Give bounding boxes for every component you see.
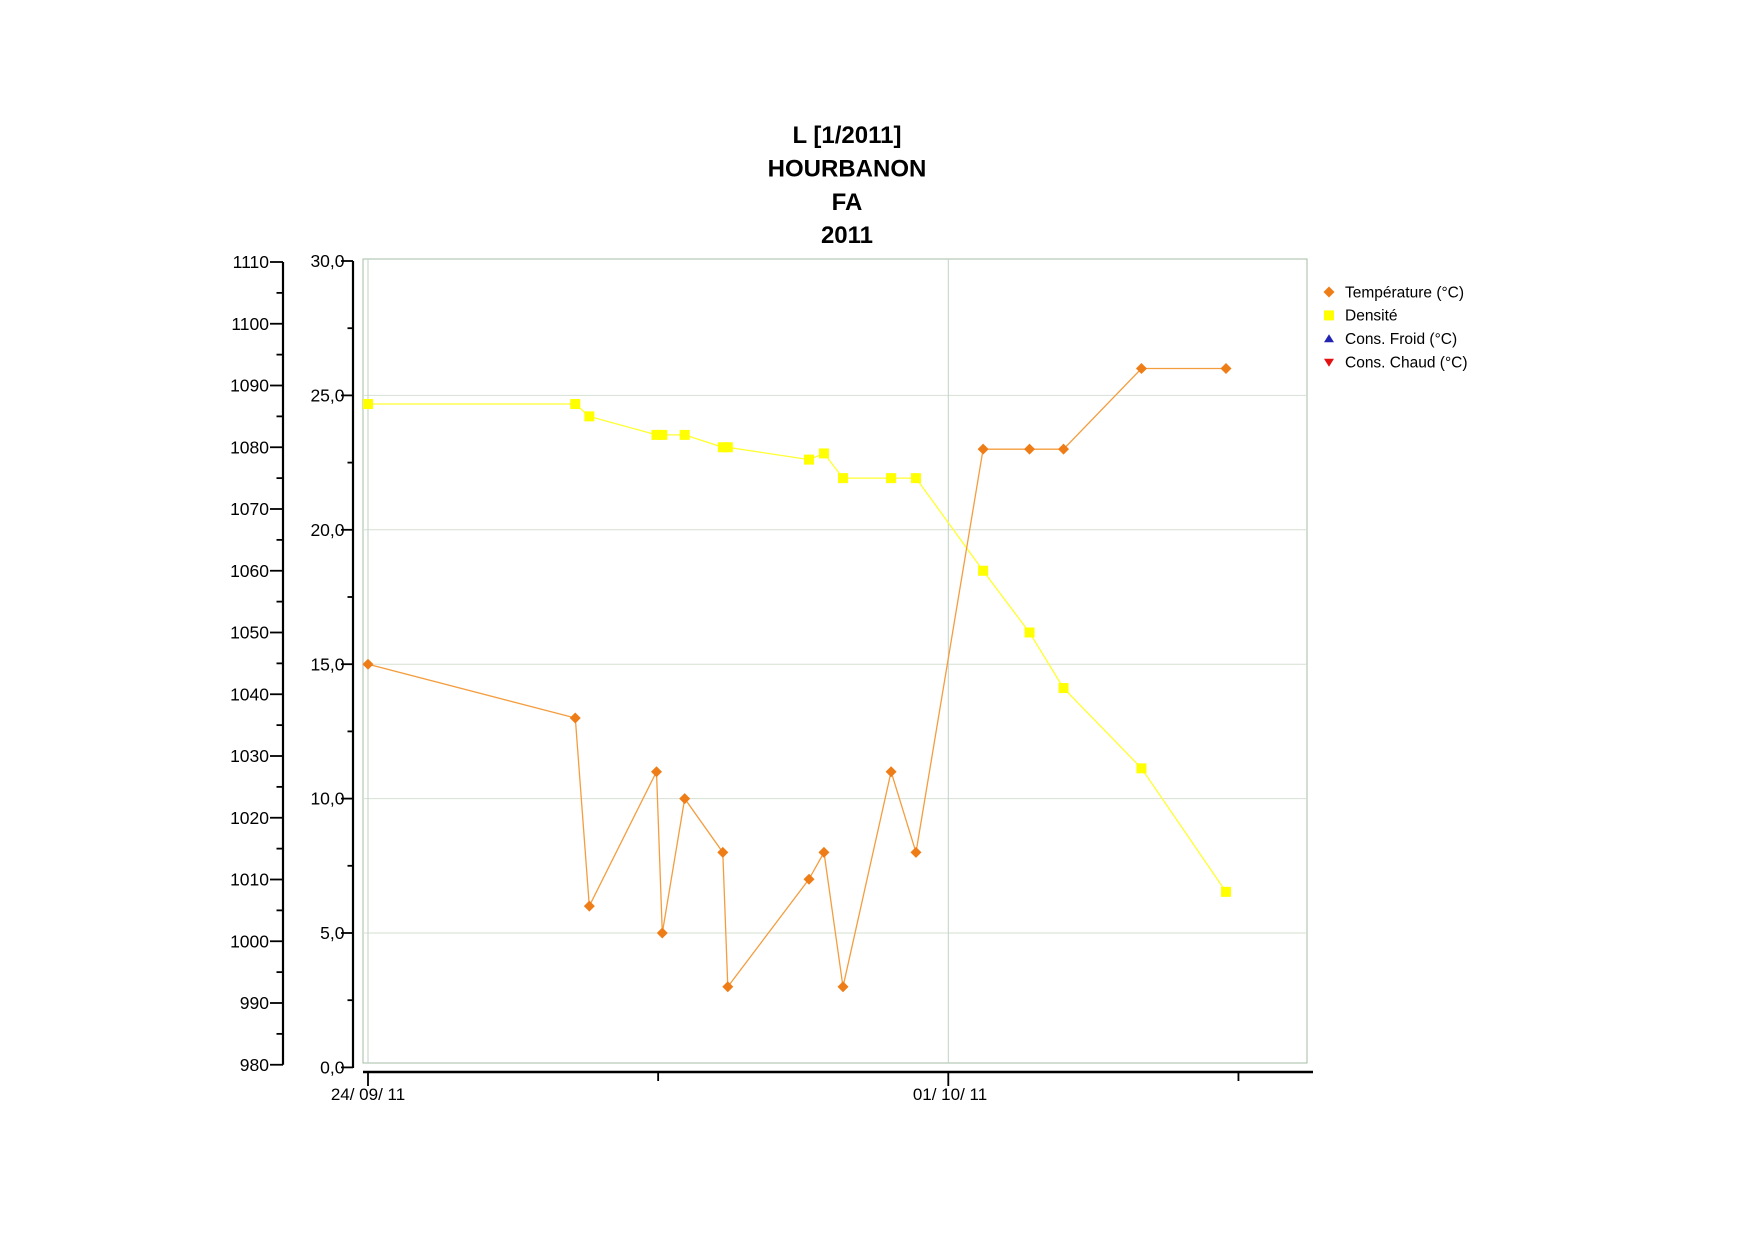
axis-tick-label: 1110 [233, 252, 270, 272]
chart-title-line: L [1/2011] [793, 122, 902, 149]
axis-tick-label: 30,0 [310, 251, 344, 271]
legend-item: Cons. Chaud (°C) [1324, 355, 1468, 372]
axis-tick-label: 1080 [230, 437, 269, 457]
data-point-marker [650, 766, 662, 778]
x-axis-tick-label: 01/ 10/ 11 [913, 1085, 987, 1104]
data-point-marker [569, 712, 581, 724]
data-point-marker [803, 873, 815, 885]
data-point-marker [1024, 443, 1036, 455]
data-point-marker [838, 473, 849, 484]
axis-tick-label: 1040 [230, 684, 269, 704]
data-point-marker [584, 411, 595, 422]
data-point-marker [679, 793, 691, 805]
data-point-marker [1058, 683, 1069, 694]
axes: 1110 1100 1090 1080 1070 1060 1050 1040 1030 1020… [230, 251, 1313, 1086]
data-point-marker [886, 473, 897, 484]
chart-title-line: FA [832, 189, 863, 216]
legend-label: Température (°C) [1345, 284, 1464, 301]
legend-item: Densité [1324, 308, 1398, 325]
data-series [362, 363, 1232, 993]
density-axis: 1110 1100 1090 1080 1070 1060 1050 1040 1030 1020… [230, 252, 285, 1075]
data-point-marker [363, 399, 373, 410]
square-icon [1324, 310, 1334, 321]
plot-area [362, 258, 1308, 1064]
data-point-marker [1024, 627, 1035, 638]
axis-tick-label: 1030 [230, 746, 269, 766]
x-axis-labels: 24/ 09/ 11 01/ 10/ 11 [331, 1085, 987, 1104]
triangle-down-icon [1324, 358, 1334, 367]
legend-item: Température (°C) [1323, 284, 1464, 301]
data-point-marker [570, 399, 581, 410]
series-densite [363, 399, 1232, 897]
data-point-marker [1220, 363, 1232, 375]
data-point-marker [651, 429, 662, 440]
data-point-marker [910, 846, 922, 858]
axis-tick-label: 25,0 [310, 386, 344, 406]
data-point-marker [1136, 763, 1147, 774]
series-temperature [362, 363, 1232, 993]
axis-tick-label: 980 [240, 1055, 269, 1075]
gridlines [363, 259, 1307, 1063]
data-point-marker [362, 658, 374, 670]
x-axis [363, 1070, 1313, 1086]
data-point-marker [978, 565, 989, 576]
data-point-marker [722, 442, 733, 453]
axis-tick-label: 20,0 [310, 520, 344, 540]
chart-title: L [1/2011] HOURBANON FA 2011 [768, 122, 927, 249]
chart-title-line: 2011 [821, 222, 873, 249]
data-point-marker [837, 981, 849, 993]
axis-tick-label: 1100 [231, 314, 269, 334]
data-point-marker [818, 846, 830, 858]
data-point-marker [1058, 443, 1070, 455]
legend-item: Cons. Froid (°C) [1324, 331, 1457, 348]
data-point-marker [977, 443, 989, 455]
chart-title-line: HOURBANON [768, 155, 927, 182]
axis-tick-label: 1090 [230, 376, 269, 396]
legend: Température (°C) Densité Cons. Froid (°C) C… [1323, 284, 1468, 372]
axis-tick-label: 1010 [230, 870, 269, 890]
data-point-marker [679, 429, 690, 440]
data-point-marker [583, 900, 595, 912]
axis-tick-label: 1050 [230, 623, 269, 643]
data-point-marker [804, 454, 815, 465]
plot-frame [362, 258, 1308, 1064]
axis-tick-label: 5,0 [320, 923, 345, 943]
series-line [367, 367, 1226, 989]
axis-tick-label: 0,0 [320, 1058, 345, 1078]
axis-tick-label: 1060 [230, 561, 269, 581]
temperature-axis: 30,0 25,0 20,0 15,0 10,0 5,0 0,0 [310, 251, 355, 1078]
x-axis-tick-label: 24/ 09/ 11 [331, 1085, 405, 1104]
axis-tick-label: 10,0 [310, 789, 344, 809]
data-point-marker [910, 473, 921, 484]
data-point-marker [717, 846, 729, 858]
data-point-marker [657, 429, 668, 440]
data-point-marker [818, 448, 829, 459]
legend-label: Cons. Froid (°C) [1345, 331, 1457, 348]
axis-tick-label: 15,0 [310, 654, 344, 674]
diamond-icon [1323, 286, 1335, 298]
axis-tick-label: 1070 [230, 499, 269, 519]
data-point-marker [722, 981, 734, 993]
axis-tick-label: 1020 [230, 808, 269, 828]
data-point-marker [1135, 363, 1147, 375]
legend-label: Cons. Chaud (°C) [1345, 355, 1468, 372]
triangle-up-icon [1324, 334, 1334, 343]
data-point-marker [885, 766, 897, 778]
data-point-marker [656, 927, 668, 939]
legend-label: Densité [1345, 308, 1398, 325]
axis-tick-label: 1000 [230, 931, 269, 951]
series-line [368, 403, 1227, 893]
axis-tick-label: 990 [240, 993, 269, 1013]
data-point-marker [1221, 886, 1232, 897]
